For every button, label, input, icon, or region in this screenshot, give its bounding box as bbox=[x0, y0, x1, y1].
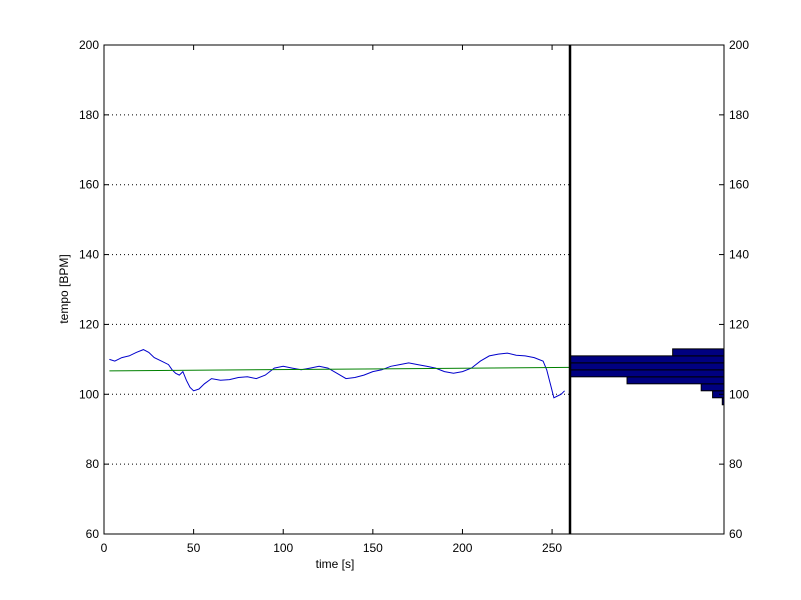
hist-y-tick-label: 80 bbox=[729, 457, 743, 471]
x-tick-label: 0 bbox=[101, 541, 108, 555]
hist-y-tick-label: 140 bbox=[729, 248, 749, 262]
series-line-0 bbox=[109, 349, 565, 399]
hist-y-tick-label: 60 bbox=[729, 527, 743, 541]
y-tick-label: 140 bbox=[79, 248, 99, 262]
main-series bbox=[109, 349, 571, 399]
histogram-bar bbox=[700, 383, 725, 392]
hist-y-tick-label: 120 bbox=[729, 317, 749, 331]
main-x-ticks: 0 50 100 150 200 250 bbox=[101, 45, 562, 555]
x-tick-label: 250 bbox=[542, 541, 562, 555]
histogram-plot-area bbox=[569, 44, 725, 535]
main-grid bbox=[104, 114, 570, 465]
series-line-1 bbox=[109, 366, 571, 372]
hist-y-tick-label: 160 bbox=[729, 178, 749, 192]
histogram-bar bbox=[672, 348, 725, 357]
histogram-bar bbox=[626, 376, 725, 385]
x-tick-label: 150 bbox=[363, 541, 383, 555]
main-axes: 0 50 100 150 200 250 60 80 100 120 140 160 180 200 t… bbox=[57, 38, 571, 571]
histogram-bar bbox=[569, 355, 725, 364]
y-axis-label: tempo [BPM] bbox=[57, 254, 71, 323]
y-tick-label: 200 bbox=[79, 38, 99, 52]
y-tick-label: 120 bbox=[79, 317, 99, 331]
main-y-ticks: 60 80 100 120 140 160 180 200 bbox=[79, 38, 109, 541]
hist-y-tick-label: 200 bbox=[729, 38, 749, 52]
histogram-bar bbox=[569, 369, 725, 378]
histogram-bar bbox=[721, 397, 725, 406]
histogram-axes: 60 80 100 120 140 160 180 200 bbox=[568, 38, 749, 541]
y-tick-label: 80 bbox=[86, 457, 100, 471]
x-axis-label: time [s] bbox=[316, 557, 355, 571]
x-tick-label: 100 bbox=[273, 541, 293, 555]
main-plot-area bbox=[103, 44, 571, 535]
y-tick-label: 100 bbox=[79, 387, 99, 401]
y-tick-label: 180 bbox=[79, 108, 99, 122]
histogram-y-ticks: 60 80 100 120 140 160 180 200 bbox=[719, 38, 749, 541]
hist-y-tick-label: 100 bbox=[729, 387, 749, 401]
x-tick-label: 50 bbox=[187, 541, 201, 555]
y-tick-label: 160 bbox=[79, 178, 99, 192]
histogram-bars bbox=[569, 348, 725, 406]
y-tick-label: 60 bbox=[86, 527, 100, 541]
hist-y-tick-label: 180 bbox=[729, 108, 749, 122]
x-tick-label: 200 bbox=[452, 541, 472, 555]
histogram-bar bbox=[569, 362, 725, 371]
